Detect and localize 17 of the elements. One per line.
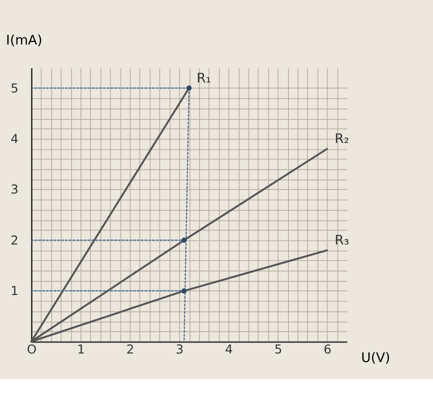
y-tick-label: 2 <box>10 233 18 248</box>
y-tick-label: 3 <box>10 182 18 197</box>
x-tick-label: 3 <box>176 342 184 356</box>
x-tick-label: 2 <box>126 342 134 356</box>
x-tick-label: O <box>26 342 37 356</box>
series-label: R₂ <box>334 132 350 148</box>
y-tick-label: 5 <box>10 81 18 96</box>
x-tick-label: 5 <box>274 342 282 356</box>
x-tick-label: 1 <box>77 342 85 356</box>
series-label: R₁ <box>196 71 212 86</box>
x-tick-label: 4 <box>225 342 234 356</box>
y-axis-title: I(mA) <box>6 34 42 49</box>
x-tick-label: 6 <box>324 342 332 356</box>
series-label: R₃ <box>334 234 350 249</box>
y-tick-label: 4 <box>10 132 19 146</box>
y-tick-label: 1 <box>10 284 18 298</box>
x-axis-title: U(V) <box>361 350 390 366</box>
